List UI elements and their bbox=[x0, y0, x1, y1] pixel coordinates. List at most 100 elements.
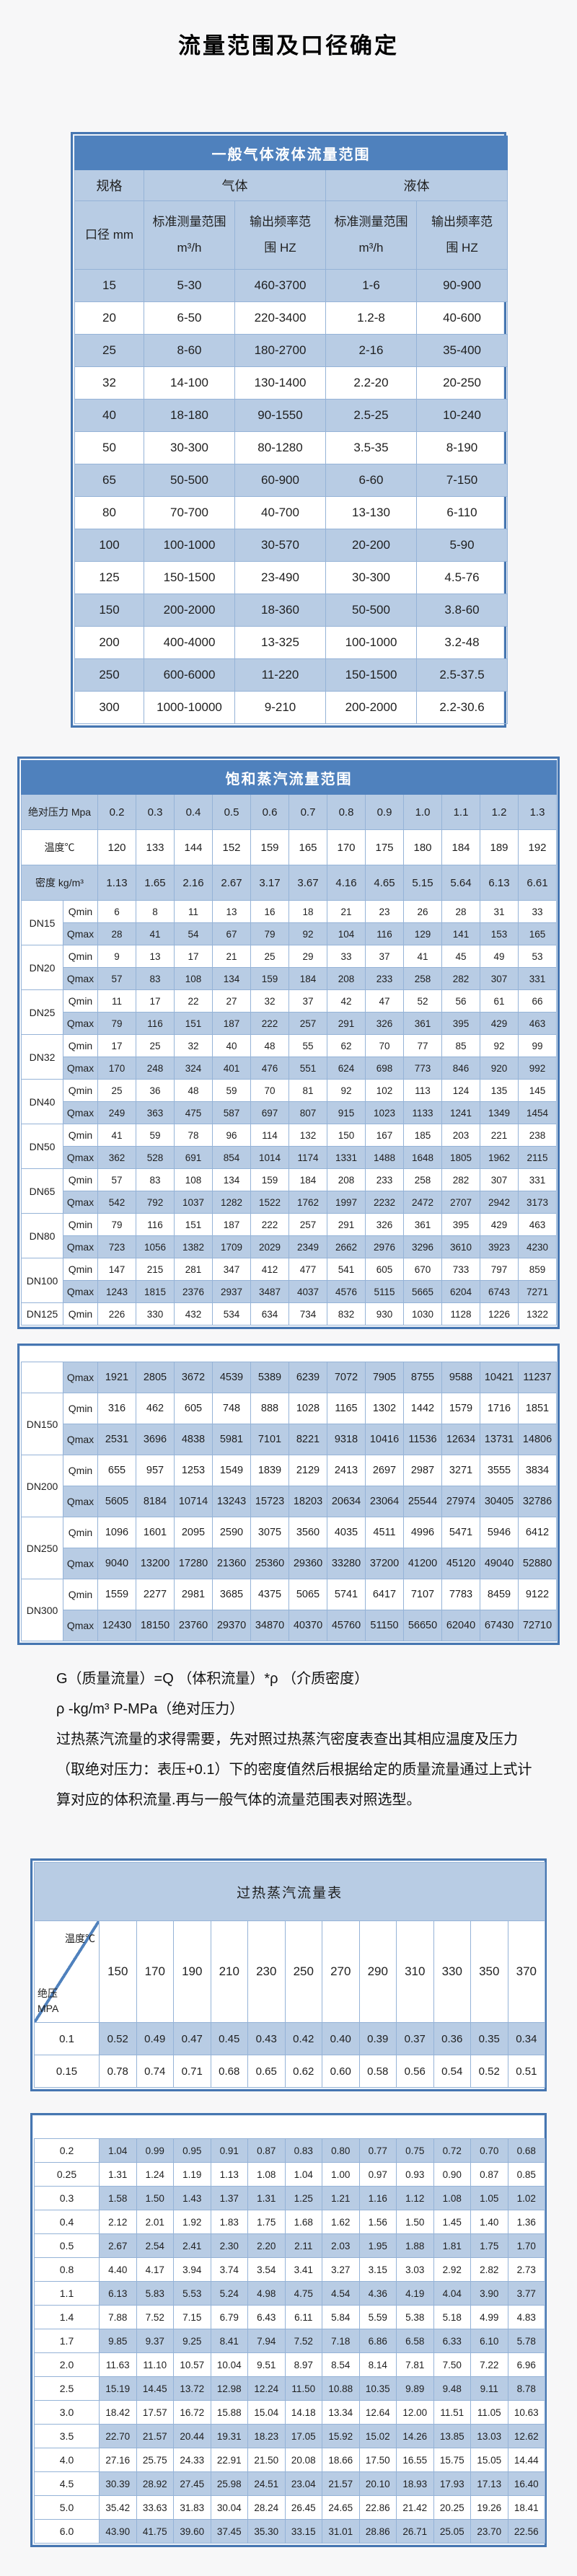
table-row: 32 14-100 130-1400 2.2-20 20-250 bbox=[74, 366, 508, 400]
tbody: 饱和蒸汽流量范围 绝对压力 Mpa 0.2 0.3 0.4 0.5 0.6 0.7 0.8 0.9… bbox=[20, 760, 558, 1326]
density-value-cell: 0.43 bbox=[247, 2022, 286, 2055]
density-value-cell: 0.91 bbox=[210, 2138, 248, 2163]
density-value-cell: 4.98 bbox=[247, 2281, 286, 2306]
qmin-value-cell: 134 bbox=[212, 1168, 251, 1191]
qmax-value-cell: 4838 bbox=[174, 1424, 213, 1455]
qmax-value-cell: 1037 bbox=[174, 1191, 213, 1214]
density-value-cell: 15.04 bbox=[247, 2400, 286, 2425]
density-value-cell: 4.36 bbox=[358, 2281, 397, 2306]
qmin-value-cell: 13 bbox=[136, 945, 175, 968]
qmin-value-cell: 9122 bbox=[518, 1579, 557, 1610]
qmax-value-cell: 6239 bbox=[288, 1362, 327, 1393]
qmax-value-cell: 72710 bbox=[518, 1610, 557, 1641]
density-value-cell: 11.10 bbox=[136, 2352, 174, 2377]
qmax-value-cell: 1709 bbox=[212, 1235, 251, 1258]
header-liquid: 液体 bbox=[325, 169, 508, 201]
qmax-value-cell: 2937 bbox=[212, 1280, 251, 1303]
qmax-value-cell: 429 bbox=[480, 1012, 519, 1035]
density-value-cell: 1.70 bbox=[507, 2233, 545, 2258]
table-row: DN65 Qmin 57 83 108 134 159 184 208 233 258 282 307 3… bbox=[21, 1168, 558, 1214]
qmin-value-cell: 66 bbox=[517, 989, 558, 1013]
density-value-cell: 25.75 bbox=[136, 2448, 174, 2472]
table-row: 200 400-4000 13-325 100-1000 3.2-48 bbox=[74, 626, 508, 659]
qmax-value-cell: 12430 bbox=[97, 1610, 136, 1641]
qmin-value-cell: 21 bbox=[327, 900, 366, 923]
density-value-cell: 1.13 bbox=[210, 2162, 248, 2187]
qmin-value-cell: 797 bbox=[480, 1258, 519, 1281]
density-value-cell: 1.04 bbox=[99, 2138, 137, 2163]
qmax-value-cell: 361 bbox=[403, 1012, 442, 1035]
qmin-value-cell: 25 bbox=[97, 1079, 136, 1102]
density-value-cell: 10.88 bbox=[322, 2376, 360, 2401]
qmax-label: Qmax bbox=[63, 922, 98, 945]
dn-label: DN50 bbox=[21, 1124, 63, 1169]
qmin-value-cell: 1579 bbox=[441, 1393, 480, 1424]
qmin-value-cell: 832 bbox=[327, 1302, 366, 1326]
qmin-value-cell: 1322 bbox=[517, 1302, 558, 1326]
qmin-value-cell: 3555 bbox=[480, 1455, 519, 1486]
qmin-value-cell: 48 bbox=[174, 1079, 213, 1102]
qmax-value-cell: 10421 bbox=[480, 1362, 519, 1393]
density-value-cell: 1.31 bbox=[247, 2186, 286, 2210]
value-cell: 100-1000 bbox=[144, 529, 235, 562]
density-value-cell: 0.52 bbox=[470, 2055, 508, 2088]
density-value-cell: 31.01 bbox=[322, 2519, 360, 2544]
qmax-value-cell: 134 bbox=[212, 967, 251, 990]
qmin-value-cell: 326 bbox=[365, 1213, 404, 1236]
table-row: 20 6-50 220-3400 1.2-8 40-600 bbox=[74, 301, 508, 335]
density-value-cell: 1.12 bbox=[396, 2186, 434, 2210]
qmin-value-cell: 1165 bbox=[327, 1393, 366, 1424]
qmin-value-cell: 150 bbox=[327, 1124, 366, 1147]
qmin-value-cell: 28 bbox=[441, 900, 480, 923]
qmax-value-cell: 282 bbox=[441, 967, 480, 990]
density-value-cell: 1.43 bbox=[173, 2186, 211, 2210]
pressure-label: 绝对压力 Mpa bbox=[21, 794, 98, 830]
qmax-value-cell: 79 bbox=[250, 922, 289, 945]
qmin-value-cell: 29 bbox=[288, 945, 327, 968]
table-row: 0.8 4.40 4.17 3.94 3.74 3.54 3.41 3.27 3.15 3.03 2… bbox=[34, 2257, 545, 2282]
qmax-value-cell: 10714 bbox=[174, 1486, 213, 1517]
density-value-cell: 6.86 bbox=[358, 2329, 397, 2353]
pressure-cell: 0.3 bbox=[136, 794, 175, 830]
qmax-label: Qmax bbox=[63, 1548, 98, 1579]
qmax-value-cell: 551 bbox=[288, 1057, 327, 1080]
qmax-value-cell: 56650 bbox=[403, 1610, 442, 1641]
qmax-value-cell: 363 bbox=[136, 1101, 175, 1124]
qmin-value-cell: 3560 bbox=[288, 1517, 327, 1548]
qmin-value-cell: 85 bbox=[441, 1034, 480, 1057]
qmin-value-cell: 3834 bbox=[518, 1455, 557, 1486]
density-value-cell: 6.96 bbox=[507, 2352, 545, 2377]
qmin-value-cell: 9 bbox=[97, 945, 136, 968]
density-value-cell: 0.45 bbox=[210, 2022, 248, 2055]
density-value-cell: 9.48 bbox=[433, 2376, 471, 2401]
qmax-value-cell: 11536 bbox=[403, 1424, 442, 1455]
density-value-cell: 2.01 bbox=[136, 2210, 174, 2234]
density-value-cell: 0.97 bbox=[358, 2162, 397, 2187]
qmin-value-cell: 2095 bbox=[174, 1517, 213, 1548]
qmin-value-cell: 8459 bbox=[480, 1579, 519, 1610]
qmin-value-cell: 11 bbox=[97, 989, 136, 1013]
qmax-value-cell: 5605 bbox=[97, 1486, 136, 1517]
qmin-value-cell: 748 bbox=[212, 1393, 251, 1424]
pressure-label: 1.7 bbox=[34, 2329, 100, 2353]
density-value-cell: 1.16 bbox=[358, 2186, 397, 2210]
density-value-cell: 17.05 bbox=[284, 2424, 322, 2448]
qmax-value-cell: 6743 bbox=[480, 1280, 519, 1303]
density-value-cell: 5.83 bbox=[136, 2281, 174, 2306]
general-flow-section: 一般气体液体流量范围 规格 气体 液体 口径 mm 标准测量范围 m³/h 输出频率范 围 … bbox=[71, 132, 508, 728]
qmin-value-cell: 8 bbox=[136, 900, 175, 923]
temperature-header: 370 bbox=[507, 1920, 546, 2023]
qmin-value-cell: 17 bbox=[97, 1034, 136, 1057]
density-value-cell: 3.41 bbox=[284, 2257, 322, 2282]
table-row: 50 30-300 80-1280 3.5-35 8-190 bbox=[74, 431, 508, 464]
density-value-cell: 1.31 bbox=[99, 2162, 137, 2187]
qmax-value-cell: 32786 bbox=[518, 1486, 557, 1517]
temperature-cell: 184 bbox=[441, 829, 480, 865]
qmax-value-cell: 20634 bbox=[327, 1486, 366, 1517]
qmax-value-cell: 1962 bbox=[480, 1146, 519, 1169]
temperature-cell: 189 bbox=[480, 829, 519, 865]
qmin-value-cell: 48 bbox=[250, 1034, 289, 1057]
qmax-value-cell: 10416 bbox=[365, 1424, 404, 1455]
qmin-value-cell: 1226 bbox=[480, 1302, 519, 1326]
density-value-cell: 6.43 bbox=[247, 2305, 286, 2329]
